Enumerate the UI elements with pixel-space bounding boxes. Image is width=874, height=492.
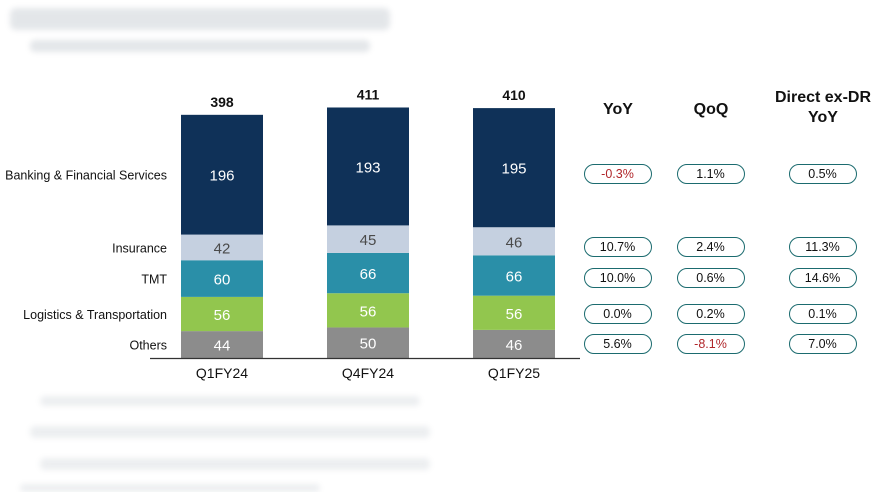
pill-insurance-yoy: 10.7%	[583, 236, 652, 257]
data-label-others-q4fy24: 50	[360, 336, 377, 353]
legend-others: Others	[129, 339, 167, 353]
bar-logistics-and-transportation-q4fy24	[327, 293, 409, 328]
bar-insurance-q1fy24	[181, 234, 263, 261]
pill-others-direct-ex-dr-yoy: 7.0%	[788, 334, 857, 355]
data-label-others-q1fy25: 46	[506, 337, 523, 354]
data-label-insurance-q4fy24: 45	[360, 232, 377, 249]
bar-logistics-and-transportation-q1fy25	[473, 295, 555, 330]
bar-insurance-q1fy25	[473, 227, 555, 256]
bar-insurance-q4fy24	[327, 225, 409, 253]
pill-logistics-and-transportation-qoq: 0.2%	[676, 303, 745, 324]
pill-others-qoq: -8.1%	[676, 334, 745, 355]
bar-others-q1fy25	[473, 329, 555, 358]
data-label-banking-and-financial-services-q1fy24: 196	[209, 168, 234, 185]
data-label-logistics-and-transportation-q1fy25: 56	[506, 306, 523, 323]
pill-banking-and-financial-services-qoq: 1.1%	[676, 164, 745, 185]
data-label-others-q1fy24: 44	[214, 338, 231, 355]
pill-tmt-direct-ex-dr-yoy: 14.6%	[788, 268, 857, 289]
data-label-logistics-and-transportation-q1fy24: 56	[214, 307, 231, 324]
legend-tmt: TMT	[141, 273, 167, 287]
pill-banking-and-financial-services-direct-ex-dr-yoy: 0.5%	[788, 164, 857, 185]
bar-logistics-and-transportation-q1fy24	[181, 296, 263, 332]
legend-banking-and-financial-services: Banking & Financial Services	[5, 169, 167, 183]
pill-insurance-direct-ex-dr-yoy: 11.3%	[788, 236, 857, 257]
data-label-banking-and-financial-services-q1fy25: 195	[501, 161, 526, 178]
column-header-line: Direct ex-DR	[774, 89, 872, 106]
column-header-direct-ex-dr-yoy: Direct ex-DR YoY	[763, 88, 874, 128]
x-tick-q4fy24: Q4FY24	[342, 365, 394, 381]
total-label-q4fy24: 411	[357, 86, 380, 102]
bar-others-q4fy24	[327, 327, 409, 358]
column-header-line: YoY	[603, 101, 633, 118]
bar-banking-and-financial-services-q1fy25	[473, 108, 555, 228]
column-header-line: QoQ	[693, 101, 729, 118]
pill-insurance-qoq: 2.4%	[676, 236, 745, 257]
data-label-insurance-q1fy24: 42	[214, 240, 231, 257]
total-label-q1fy24: 398	[210, 94, 234, 110]
bar-tmt-q4fy24	[327, 252, 409, 294]
pill-banking-and-financial-services-yoy: -0.3%	[583, 164, 652, 185]
bar-others-q1fy24	[181, 331, 263, 358]
bar-banking-and-financial-services-q4fy24	[327, 107, 409, 226]
total-label-q1fy25: 410	[502, 87, 526, 103]
column-header-qoq: QoQ	[651, 100, 771, 120]
legend-logistics-and-transportation: Logistics & Transportation	[23, 308, 167, 322]
data-label-insurance-q1fy25: 46	[506, 234, 523, 251]
pill-others-yoy: 5.6%	[583, 334, 652, 355]
pill-logistics-and-transportation-yoy: 0.0%	[583, 303, 652, 324]
data-label-logistics-and-transportation-q4fy24: 56	[360, 303, 377, 320]
bar-tmt-q1fy25	[473, 255, 555, 296]
bar-tmt-q1fy24	[181, 260, 263, 297]
pill-tmt-yoy: 10.0%	[583, 268, 652, 289]
pill-logistics-and-transportation-direct-ex-dr-yoy: 0.1%	[788, 303, 857, 324]
x-tick-q1fy25: Q1FY25	[488, 365, 540, 381]
bar-banking-and-financial-services-q1fy24	[181, 114, 263, 235]
x-tick-q1fy24: Q1FY24	[196, 365, 248, 381]
data-label-tmt-q4fy24: 66	[360, 266, 377, 283]
data-label-banking-and-financial-services-q4fy24: 193	[355, 159, 380, 176]
column-header-yoy: YoY	[558, 100, 678, 120]
legend-insurance: Insurance	[112, 241, 167, 255]
data-label-tmt-q1fy25: 66	[506, 269, 523, 286]
column-header-line: YoY	[808, 109, 838, 126]
pill-tmt-qoq: 0.6%	[676, 268, 745, 289]
data-label-tmt-q1fy24: 60	[214, 272, 231, 289]
